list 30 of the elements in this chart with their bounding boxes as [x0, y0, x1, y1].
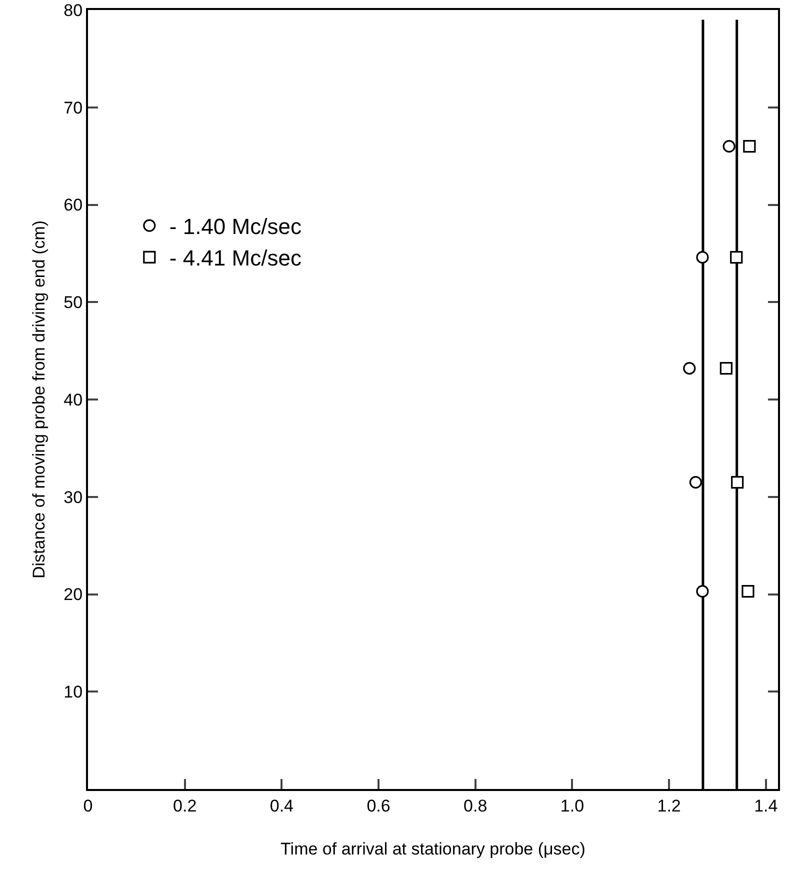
- x-axis-title: Time of arrival at stationary probe (μsec): [280, 839, 586, 858]
- point: [722, 140, 736, 153]
- legend-label: - 1.40 Mc/sec: [169, 214, 302, 240]
- point: [696, 585, 709, 598]
- y-tick-label: 50: [64, 293, 83, 312]
- x-tick-label: 0: [83, 796, 93, 816]
- y-tick-label: 60: [64, 196, 83, 215]
- x-tick-label: 1.2: [657, 796, 681, 816]
- point: [730, 251, 743, 264]
- point: [743, 140, 756, 153]
- y-axis-title: Distance of moving probe from driving end (cm): [30, 220, 49, 579]
- point: [742, 585, 754, 598]
- x-tick-label: 0.6: [366, 796, 390, 816]
- point: [720, 362, 732, 375]
- y-tick-label: 80: [64, 0, 83, 20]
- x-tick-label: 1.0: [560, 796, 584, 816]
- y-tick-label: 10: [64, 682, 83, 702]
- x-tick-label: 0.8: [464, 796, 488, 816]
- x-tick-label: 1.4: [754, 796, 778, 816]
- point: [731, 476, 744, 489]
- point: [683, 362, 696, 375]
- point: [689, 476, 702, 489]
- y-tick-label: 20: [64, 585, 83, 604]
- point: [696, 251, 709, 264]
- x-tick-label: 0.4: [270, 796, 294, 816]
- legend-label: - 4.41 Mc/sec: [169, 246, 302, 271]
- y-tick-label: 40: [64, 390, 83, 410]
- y-tick-label: 70: [64, 98, 83, 118]
- x-tick-label: 0.2: [173, 796, 197, 816]
- y-tick-label: 30: [64, 488, 83, 507]
